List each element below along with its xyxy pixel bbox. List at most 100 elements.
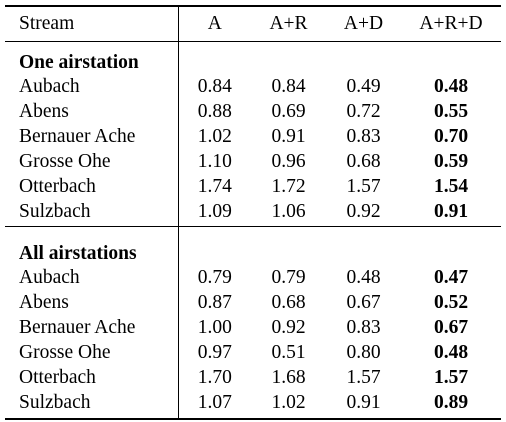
- value-cell: 1.00: [197, 316, 232, 338]
- stream-name: Aubach: [5, 74, 179, 99]
- value-cell: 0.51: [271, 341, 306, 363]
- table-row: Bernauer Ache 1.00 0.92 0.83 0.67: [5, 315, 501, 340]
- value-cell-best: 0.55: [433, 100, 469, 122]
- empty-cell: [251, 233, 326, 265]
- value-cell: 0.80: [346, 341, 381, 363]
- table-row: Bernauer Ache 1.02 0.91 0.83 0.70: [5, 124, 501, 149]
- stream-name: Aubach: [5, 265, 179, 290]
- section-gap: [5, 226, 501, 233]
- value-cell: 0.87: [197, 291, 232, 313]
- value-cell: 0.79: [271, 266, 306, 288]
- table-row: Grosse Ohe 0.97 0.51 0.80 0.48: [5, 340, 501, 365]
- empty-cell: [326, 233, 401, 265]
- rule-cell: [401, 415, 501, 420]
- value-cell: 1.57: [346, 175, 381, 197]
- empty-cell: [178, 42, 251, 75]
- stream-name: Grosse Ohe: [5, 149, 179, 174]
- value-cell: 1.10: [197, 150, 232, 172]
- value-cell-best: 0.91: [433, 200, 469, 222]
- table-row: Sulzbach 1.09 1.06 0.92 0.91: [5, 199, 501, 224]
- stream-name: Sulzbach: [5, 390, 179, 415]
- value-cell: 0.68: [271, 291, 306, 313]
- stream-name: Otterbach: [5, 365, 179, 390]
- value-cell: 0.91: [271, 125, 306, 147]
- column-header-a-r: A+R: [269, 13, 308, 35]
- stream-name: Grosse Ohe: [5, 340, 179, 365]
- section-header-row: All airstations: [5, 233, 501, 265]
- value-cell: 1.06: [271, 200, 306, 222]
- stream-name: Abens: [5, 99, 179, 124]
- table-row: Sulzbach 1.07 1.02 0.91 0.89: [5, 390, 501, 415]
- value-cell: 0.68: [346, 150, 381, 172]
- value-cell: 0.72: [346, 100, 381, 122]
- value-cell-best: 0.70: [433, 125, 469, 147]
- value-cell: 1.07: [197, 391, 232, 413]
- column-header-a-r-d: A+R+D: [419, 13, 483, 35]
- section-header-row: One airstation: [5, 41, 501, 75]
- value-cell: 0.92: [271, 316, 306, 338]
- value-cell: 1.72: [271, 175, 306, 197]
- rule-cell: [5, 224, 179, 227]
- stream-name: Bernauer Ache: [5, 315, 179, 340]
- rule-cell: [251, 224, 326, 227]
- empty-cell: [401, 42, 501, 75]
- rule-cell: [5, 415, 179, 420]
- section-divider: [5, 224, 501, 227]
- value-cell: 1.02: [271, 391, 306, 413]
- value-cell-best: 0.89: [433, 391, 469, 413]
- table-row: Otterbach 1.74 1.72 1.57 1.54: [5, 174, 501, 199]
- gap-cell: [5, 226, 179, 233]
- value-cell-best: 0.48: [433, 75, 469, 97]
- value-cell: 0.96: [271, 150, 306, 172]
- empty-cell: [251, 42, 326, 75]
- value-cell-best: 1.57: [433, 366, 469, 388]
- header-row: Stream A A+R A+D A+R+D: [5, 6, 501, 42]
- rule-cell: [326, 415, 401, 420]
- results-table: Stream A A+R A+D A+R+D One airstation Aub…: [5, 5, 501, 420]
- table-row: Aubach 0.79 0.79 0.48 0.47: [5, 265, 501, 290]
- table-row: Abens 0.88 0.69 0.72 0.55: [5, 99, 501, 124]
- value-cell: 0.88: [197, 100, 232, 122]
- column-header-a: A: [207, 13, 222, 35]
- table-bottom-rule: [5, 415, 501, 420]
- section-title: All airstations: [5, 233, 179, 265]
- rule-cell: [326, 224, 401, 227]
- value-cell: 0.49: [346, 75, 381, 97]
- value-cell: 1.57: [346, 366, 381, 388]
- table-body: One airstation Aubach 0.84 0.84 0.49 0.48 Aben…: [5, 41, 501, 420]
- value-cell: 0.48: [346, 266, 381, 288]
- empty-cell: [178, 233, 251, 265]
- value-cell: 0.91: [346, 391, 381, 413]
- value-cell: 0.84: [271, 75, 306, 97]
- value-cell: 0.79: [197, 266, 232, 288]
- value-cell-best: 0.67: [433, 316, 469, 338]
- value-cell: 0.69: [271, 100, 306, 122]
- column-header-stream: Stream: [5, 6, 179, 42]
- table-row: Aubach 0.84 0.84 0.49 0.48: [5, 74, 501, 99]
- rule-cell: [178, 415, 251, 420]
- section-title: One airstation: [5, 41, 179, 74]
- stream-name: Bernauer Ache: [5, 124, 179, 149]
- table-row: Grosse Ohe 1.10 0.96 0.68 0.59: [5, 149, 501, 174]
- rule-cell: [401, 224, 501, 227]
- value-cell: 0.97: [197, 341, 232, 363]
- stream-name: Otterbach: [5, 174, 179, 199]
- value-cell: 0.84: [197, 75, 232, 97]
- rule-cell: [178, 224, 251, 227]
- value-cell: 0.67: [346, 291, 381, 313]
- value-cell: 1.74: [197, 175, 232, 197]
- value-cell: 1.09: [197, 200, 232, 222]
- value-cell: 1.68: [271, 366, 306, 388]
- value-cell-best: 0.52: [433, 291, 469, 313]
- value-cell-best: 0.48: [433, 341, 469, 363]
- column-header-a-d: A+D: [343, 13, 384, 35]
- value-cell: 0.83: [346, 125, 381, 147]
- value-cell: 1.02: [197, 125, 232, 147]
- stream-name: Abens: [5, 290, 179, 315]
- empty-cell: [401, 233, 501, 265]
- rule-cell: [251, 415, 326, 420]
- empty-cell: [326, 42, 401, 75]
- value-cell-best: 1.54: [433, 175, 469, 197]
- table-row: Otterbach 1.70 1.68 1.57 1.57: [5, 365, 501, 390]
